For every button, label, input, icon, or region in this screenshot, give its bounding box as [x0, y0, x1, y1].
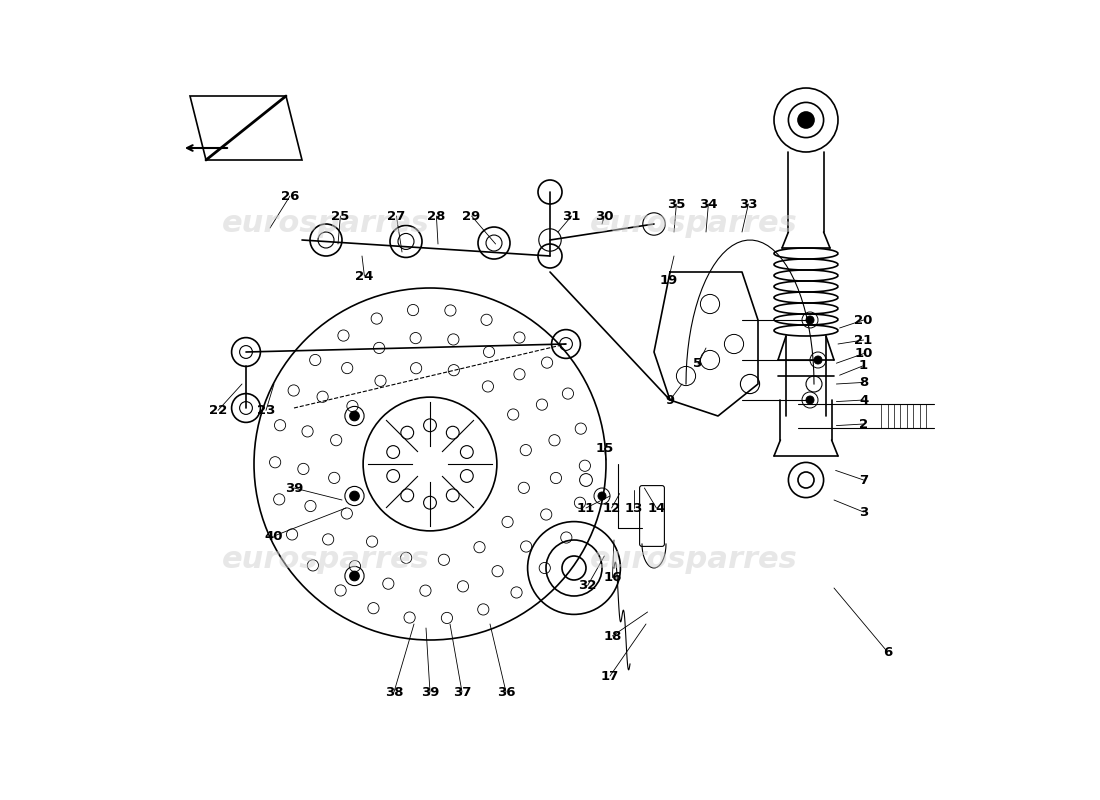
Text: 15: 15: [595, 442, 614, 454]
Circle shape: [806, 396, 814, 404]
Text: 21: 21: [855, 334, 872, 346]
Circle shape: [798, 112, 814, 128]
Text: 39: 39: [421, 686, 439, 698]
Circle shape: [814, 356, 822, 364]
Circle shape: [806, 316, 814, 324]
Text: eurosparres: eurosparres: [590, 210, 798, 238]
Text: 19: 19: [659, 274, 678, 286]
Text: 16: 16: [603, 571, 622, 584]
Text: 7: 7: [859, 474, 868, 486]
Text: 1: 1: [859, 359, 868, 372]
Text: 12: 12: [603, 502, 620, 514]
Circle shape: [350, 571, 360, 581]
Text: 29: 29: [462, 210, 481, 222]
Text: 33: 33: [739, 198, 758, 210]
Text: 37: 37: [453, 686, 471, 698]
Text: 10: 10: [855, 347, 872, 360]
Text: 3: 3: [859, 506, 868, 518]
Text: 36: 36: [497, 686, 515, 698]
Text: 22: 22: [209, 404, 227, 417]
Text: eurosparres: eurosparres: [590, 546, 798, 574]
Text: 4: 4: [859, 394, 868, 406]
Text: 32: 32: [579, 579, 597, 592]
Circle shape: [598, 492, 606, 500]
Text: 28: 28: [427, 210, 446, 222]
Text: 17: 17: [601, 670, 619, 682]
Text: 11: 11: [576, 502, 595, 514]
Text: 27: 27: [387, 210, 406, 222]
Text: 14: 14: [647, 502, 666, 514]
Circle shape: [350, 491, 360, 501]
Text: 34: 34: [700, 198, 717, 210]
Text: 5: 5: [693, 358, 703, 370]
Text: 20: 20: [855, 314, 872, 326]
Text: 25: 25: [331, 210, 350, 222]
Text: 23: 23: [256, 404, 275, 417]
Text: 24: 24: [355, 270, 374, 282]
Text: 35: 35: [668, 198, 685, 210]
Text: 31: 31: [562, 210, 581, 222]
Text: 13: 13: [625, 502, 644, 514]
Text: 30: 30: [595, 210, 614, 222]
Text: 18: 18: [603, 630, 622, 642]
Circle shape: [350, 411, 360, 421]
Text: eurosparres: eurosparres: [222, 546, 430, 574]
Text: 39: 39: [285, 482, 304, 494]
Text: eurosparres: eurosparres: [222, 210, 430, 238]
Text: 6: 6: [883, 646, 892, 658]
Text: 40: 40: [265, 530, 284, 542]
Text: 8: 8: [859, 376, 868, 389]
Text: 9: 9: [666, 394, 674, 406]
Text: 38: 38: [385, 686, 404, 698]
Text: 2: 2: [859, 418, 868, 430]
Text: 26: 26: [280, 190, 299, 202]
